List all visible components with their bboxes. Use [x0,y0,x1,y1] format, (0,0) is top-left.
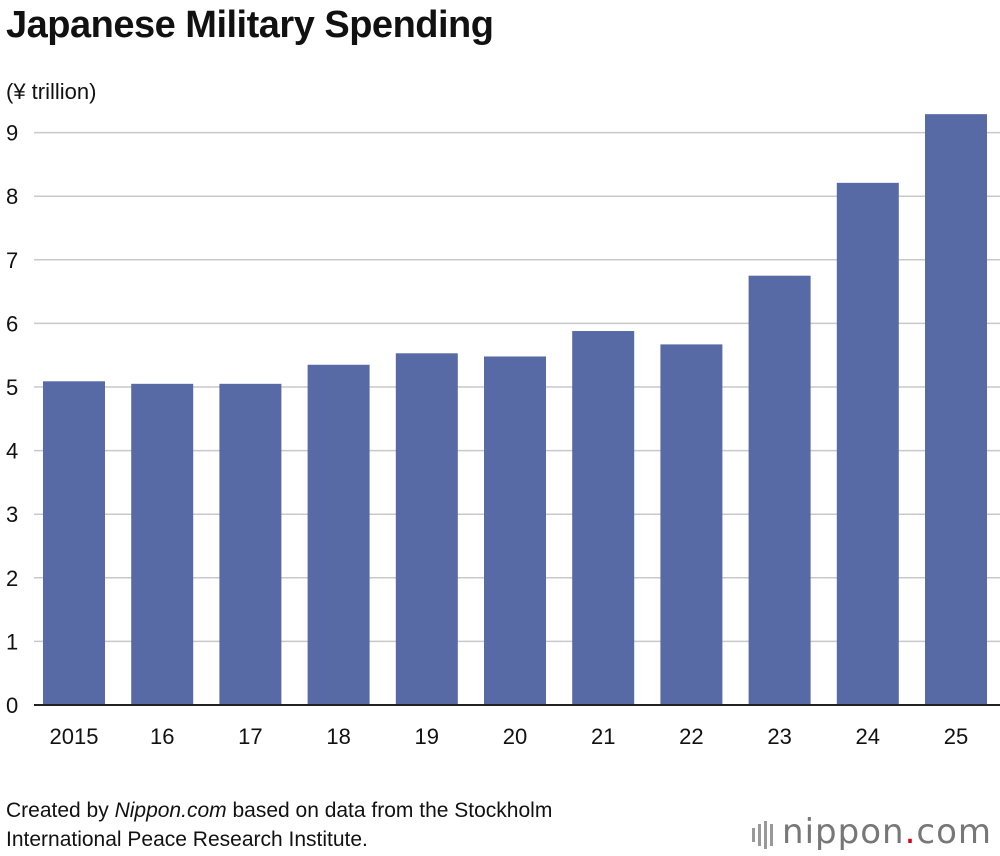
y-tick-label: 9 [6,121,18,146]
bar [395,353,458,705]
y-tick-label: 4 [6,439,18,464]
y-tick-label: 3 [6,502,18,527]
logo-bars-icon [752,814,776,854]
bar [836,182,899,705]
chart-title: Japanese Military Spending [6,4,494,46]
bar [660,344,723,705]
x-tick-label: 25 [944,724,968,749]
x-tick-label: 19 [415,724,439,749]
source-line-1: Created by Nippon.com based on data from… [6,796,552,825]
y-tick-label: 0 [6,693,18,718]
bar [219,383,282,705]
y-tick-label: 1 [6,629,18,654]
y-tick-label: 7 [6,248,18,273]
y-axis-ticks: 0 1 2 3 4 5 6 7 8 9 [6,121,18,718]
bar [484,356,546,705]
x-tick-label: 22 [679,724,703,749]
y-tick-label: 8 [6,184,18,209]
x-tick-label: 20 [503,724,527,749]
y-axis-unit-label: (¥ trillion) [6,79,96,104]
y-tick-label: 2 [6,566,18,591]
source-line-2: International Peace Research Institute. [6,828,368,851]
x-tick-label: 16 [150,724,174,749]
bars [43,114,987,705]
y-tick-label: 6 [6,311,18,336]
source-note: Created by Nippon.com based on data from… [6,796,552,854]
bar [307,364,370,705]
logo-tld: com [916,812,992,852]
x-tick-label: 2015 [50,724,99,749]
logo-dot: . [904,812,917,852]
bar [572,331,635,705]
x-tick-label: 18 [326,724,350,749]
bar [131,383,194,705]
bar [43,381,105,705]
x-tick-label: 17 [238,724,262,749]
x-axis-ticks: 2015 16 17 18 19 20 21 22 23 24 25 [50,724,969,749]
bar [925,114,987,705]
bar [748,275,811,705]
x-tick-label: 24 [856,724,880,749]
source-suffix: based on data from the Stockholm [226,799,553,822]
nippon-logo: nippon.com [752,812,992,854]
logo-name: nippon [782,812,905,852]
x-tick-label: 23 [767,724,791,749]
source-prefix: Created by [6,799,115,822]
y-tick-label: 5 [6,375,18,400]
source-site: Nippon.com [114,799,227,822]
x-tick-label: 21 [591,724,615,749]
